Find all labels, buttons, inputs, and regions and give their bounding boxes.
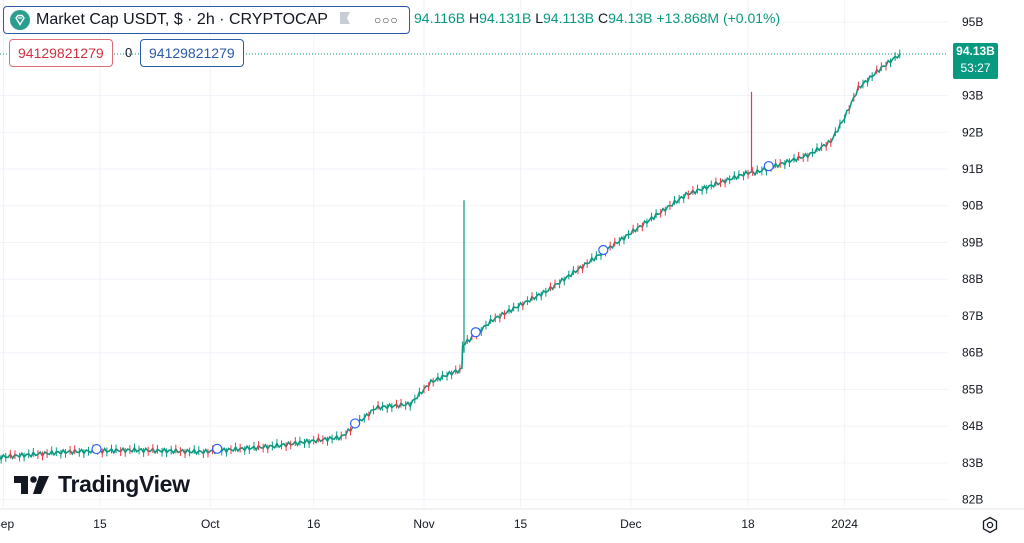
y-tick-label: 93B bbox=[962, 89, 983, 103]
brand-name: TradingView bbox=[58, 471, 190, 497]
event-marker bbox=[212, 443, 223, 454]
y-tick-label: 89B bbox=[962, 235, 983, 249]
tradingview-logo[interactable]: TradingView bbox=[14, 471, 190, 498]
y-tick-label: 95B bbox=[962, 15, 983, 29]
y-tick-label: 91B bbox=[962, 162, 983, 176]
last-price: 94.13B bbox=[956, 44, 995, 58]
price-series bbox=[0, 49, 948, 464]
symbol-title: Market Cap USDT, $ · 2h · CRYPTOCAP bbox=[36, 11, 328, 28]
zero-value-label: 0 bbox=[125, 45, 133, 60]
y-tick-label: 84B bbox=[962, 419, 983, 433]
x-tick-label: 15 bbox=[514, 517, 528, 531]
close-label: C bbox=[598, 10, 609, 26]
close-value: 94.13B bbox=[608, 10, 653, 26]
event-marker bbox=[91, 443, 102, 455]
flag-icon[interactable] bbox=[338, 11, 352, 30]
time-axis[interactable]: Sep 15 Oct 16 Nov 15 Dec 18 2024 bbox=[0, 508, 1024, 531]
low-value: 94.113B bbox=[543, 10, 595, 26]
x-tick-label: 15 bbox=[93, 517, 107, 531]
red-value-input[interactable]: 94129821279 bbox=[9, 39, 113, 67]
event-marker bbox=[470, 327, 481, 338]
y-tick-label: 85B bbox=[962, 382, 983, 396]
x-tick-label: Dec bbox=[620, 517, 641, 531]
y-tick-label: 83B bbox=[962, 456, 983, 470]
blue-value-input[interactable]: 94129821279 bbox=[140, 39, 244, 67]
x-tick-label: Nov bbox=[413, 517, 434, 531]
x-tick-label: Oct bbox=[201, 517, 220, 531]
x-tick-label: 18 bbox=[741, 517, 755, 531]
y-tick-label: 86B bbox=[962, 346, 983, 360]
x-tick-label: 16 bbox=[307, 517, 321, 531]
tether-diamond-icon bbox=[10, 10, 30, 30]
event-marker bbox=[349, 418, 361, 429]
y-tick-label: 88B bbox=[962, 272, 983, 286]
y-tick-label: 82B bbox=[962, 493, 983, 507]
chart-grid bbox=[0, 0, 948, 507]
high-value: 94.131B bbox=[479, 10, 532, 26]
low-label: L bbox=[535, 10, 543, 26]
symbol-legend[interactable]: Market Cap USDT, $ · 2h · CRYPTOCAP ○○○ bbox=[3, 6, 410, 34]
y-tick-label: 90B bbox=[962, 199, 983, 213]
change-value: +13.868M (+0.01%) bbox=[656, 10, 781, 26]
y-tick-label: 87B bbox=[962, 309, 983, 323]
series-line bbox=[0, 53, 901, 461]
event-marker bbox=[598, 244, 609, 256]
ohlc-readout: 94.116B H94.131B L94.113B C94.13B +13.86… bbox=[414, 10, 780, 26]
more-dots-icon[interactable]: ○○○ bbox=[373, 13, 399, 27]
last-price-tag: 94.13B 53:27 bbox=[953, 43, 998, 79]
price-axis[interactable]: 95B 93B 92B 91B 90B 89B 88B 87B 86B 85B 84B 83B 82B bbox=[962, 15, 983, 507]
tradingview-mark-icon bbox=[14, 475, 49, 494]
event-marker bbox=[763, 160, 774, 172]
open-value: 94.116B bbox=[414, 10, 466, 26]
high-label: H bbox=[469, 10, 480, 26]
y-tick-label: 92B bbox=[962, 125, 983, 139]
x-tick-label: Sep bbox=[0, 517, 14, 531]
x-tick-label: 2024 bbox=[831, 517, 858, 531]
bar-countdown: 53:27 bbox=[960, 61, 991, 75]
settings-gear-icon[interactable] bbox=[981, 516, 999, 539]
